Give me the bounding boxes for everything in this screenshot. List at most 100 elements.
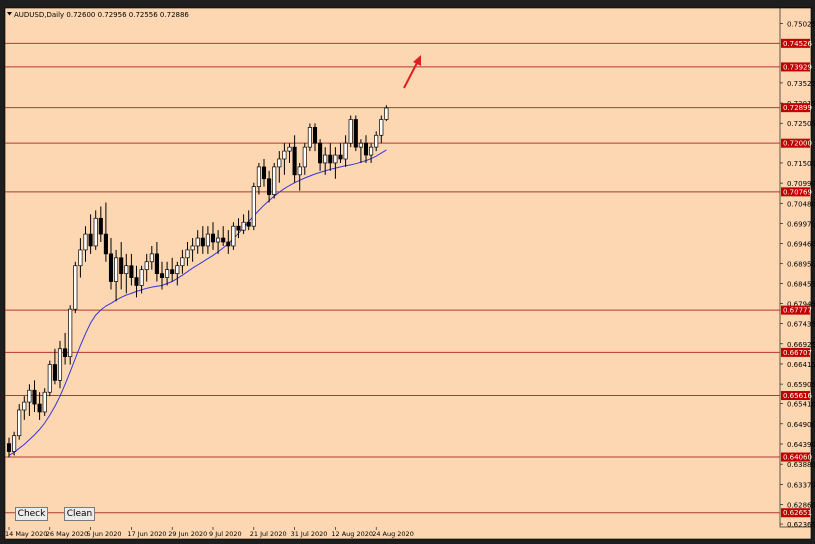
candle <box>103 202 108 262</box>
trend-arrow[interactable] <box>403 55 421 89</box>
clean-button[interactable]: Clean <box>64 507 95 521</box>
candle-body <box>22 401 27 411</box>
candle-body <box>12 435 17 452</box>
level-label-box <box>781 38 810 48</box>
dropdown-triangle-icon[interactable] <box>7 12 12 16</box>
candle-body <box>318 142 323 164</box>
candle-body <box>261 166 267 180</box>
candle-body <box>379 119 384 136</box>
plot-background <box>4 7 812 540</box>
arrow-head <box>413 55 421 66</box>
candle <box>246 210 251 231</box>
candle-body <box>369 146 374 156</box>
candle <box>124 253 129 294</box>
y-tick-label: 0.63880 <box>787 461 815 469</box>
level-label-box <box>781 452 810 462</box>
candle-body <box>47 364 52 393</box>
candle-body <box>37 403 42 413</box>
x-tick-label: 24 Aug 2020 <box>372 530 414 538</box>
candle-body <box>154 253 159 274</box>
candle-body <box>6 443 12 452</box>
candle-body <box>98 217 103 235</box>
candle <box>374 131 379 152</box>
candle <box>180 249 185 274</box>
y-tick-label: 0.71500 <box>787 160 815 168</box>
candle <box>52 348 57 385</box>
horizontal-levels[interactable] <box>5 42 780 514</box>
y-tick-label: 0.70480 <box>787 200 815 208</box>
candle <box>144 253 149 282</box>
candle-body <box>241 221 246 231</box>
candle-body <box>210 233 216 243</box>
x-tick-label: 17 Jun 2020 <box>127 530 166 538</box>
candle <box>119 242 124 290</box>
candle-body <box>165 269 170 278</box>
candle-body <box>88 233 93 247</box>
candle-body <box>292 146 297 176</box>
candle-body <box>103 233 108 255</box>
candle <box>57 340 63 389</box>
candle-body <box>78 249 83 267</box>
candle-body <box>114 257 119 282</box>
candle-body <box>200 237 205 247</box>
level-label: 0.62651 <box>783 509 812 517</box>
candle-body <box>52 364 57 381</box>
candle-body <box>267 178 272 195</box>
candle <box>185 242 190 266</box>
x-tick-label: 29 Jun 2020 <box>168 530 207 538</box>
y-tick-label: 0.70990 <box>787 180 815 188</box>
candle-body <box>302 146 307 168</box>
candle <box>363 135 369 163</box>
moving-average <box>8 149 387 456</box>
candle-body <box>190 245 195 251</box>
candle <box>267 170 272 203</box>
check-button[interactable]: Check <box>15 507 48 521</box>
candle <box>175 261 180 286</box>
y-tick-label: 0.69460 <box>787 241 815 249</box>
candle-body <box>323 154 328 164</box>
candle-body <box>134 277 139 286</box>
candle-body <box>175 265 180 274</box>
candle <box>384 105 389 122</box>
candle <box>73 261 78 314</box>
candle-body <box>73 265 78 310</box>
level-label: 0.65616 <box>783 392 812 400</box>
candle-body <box>374 134 379 148</box>
candle <box>88 214 93 254</box>
candle-body <box>246 221 251 227</box>
candle-body <box>251 186 256 227</box>
x-tick-label: 9 Jul 2020 <box>209 530 242 538</box>
y-tick-label: 0.66925 <box>787 341 815 349</box>
candle-body <box>139 269 144 286</box>
candle <box>221 226 226 246</box>
candle <box>149 245 154 270</box>
candle <box>307 123 312 152</box>
candle-body <box>221 237 226 243</box>
candle <box>318 139 323 171</box>
candle <box>338 143 343 163</box>
candle-body <box>333 154 338 164</box>
candle-body <box>277 158 282 168</box>
candle <box>226 230 231 254</box>
chart-title: AUDUSD,Daily 0.72600 0.72956 0.72556 0.7… <box>14 11 189 19</box>
candle-body <box>149 253 154 263</box>
candle <box>68 305 73 365</box>
candle <box>236 218 241 239</box>
candle <box>139 265 144 294</box>
y-tick-label: 0.69970 <box>787 220 815 228</box>
candle <box>195 230 200 254</box>
candle-body <box>170 269 175 274</box>
x-tick-label: 26 May 2020 <box>46 530 88 538</box>
candle-body <box>205 233 210 247</box>
candle-body <box>231 225 236 247</box>
y-tick-label: 0.63370 <box>787 481 815 489</box>
candle <box>256 162 261 195</box>
candle <box>216 230 221 254</box>
candle-body <box>124 265 129 274</box>
candle-body <box>312 127 318 144</box>
x-tick-label: 21 Jul 2020 <box>250 530 287 538</box>
candle-body <box>63 348 68 357</box>
candle <box>328 143 333 171</box>
candle-body <box>236 225 241 231</box>
